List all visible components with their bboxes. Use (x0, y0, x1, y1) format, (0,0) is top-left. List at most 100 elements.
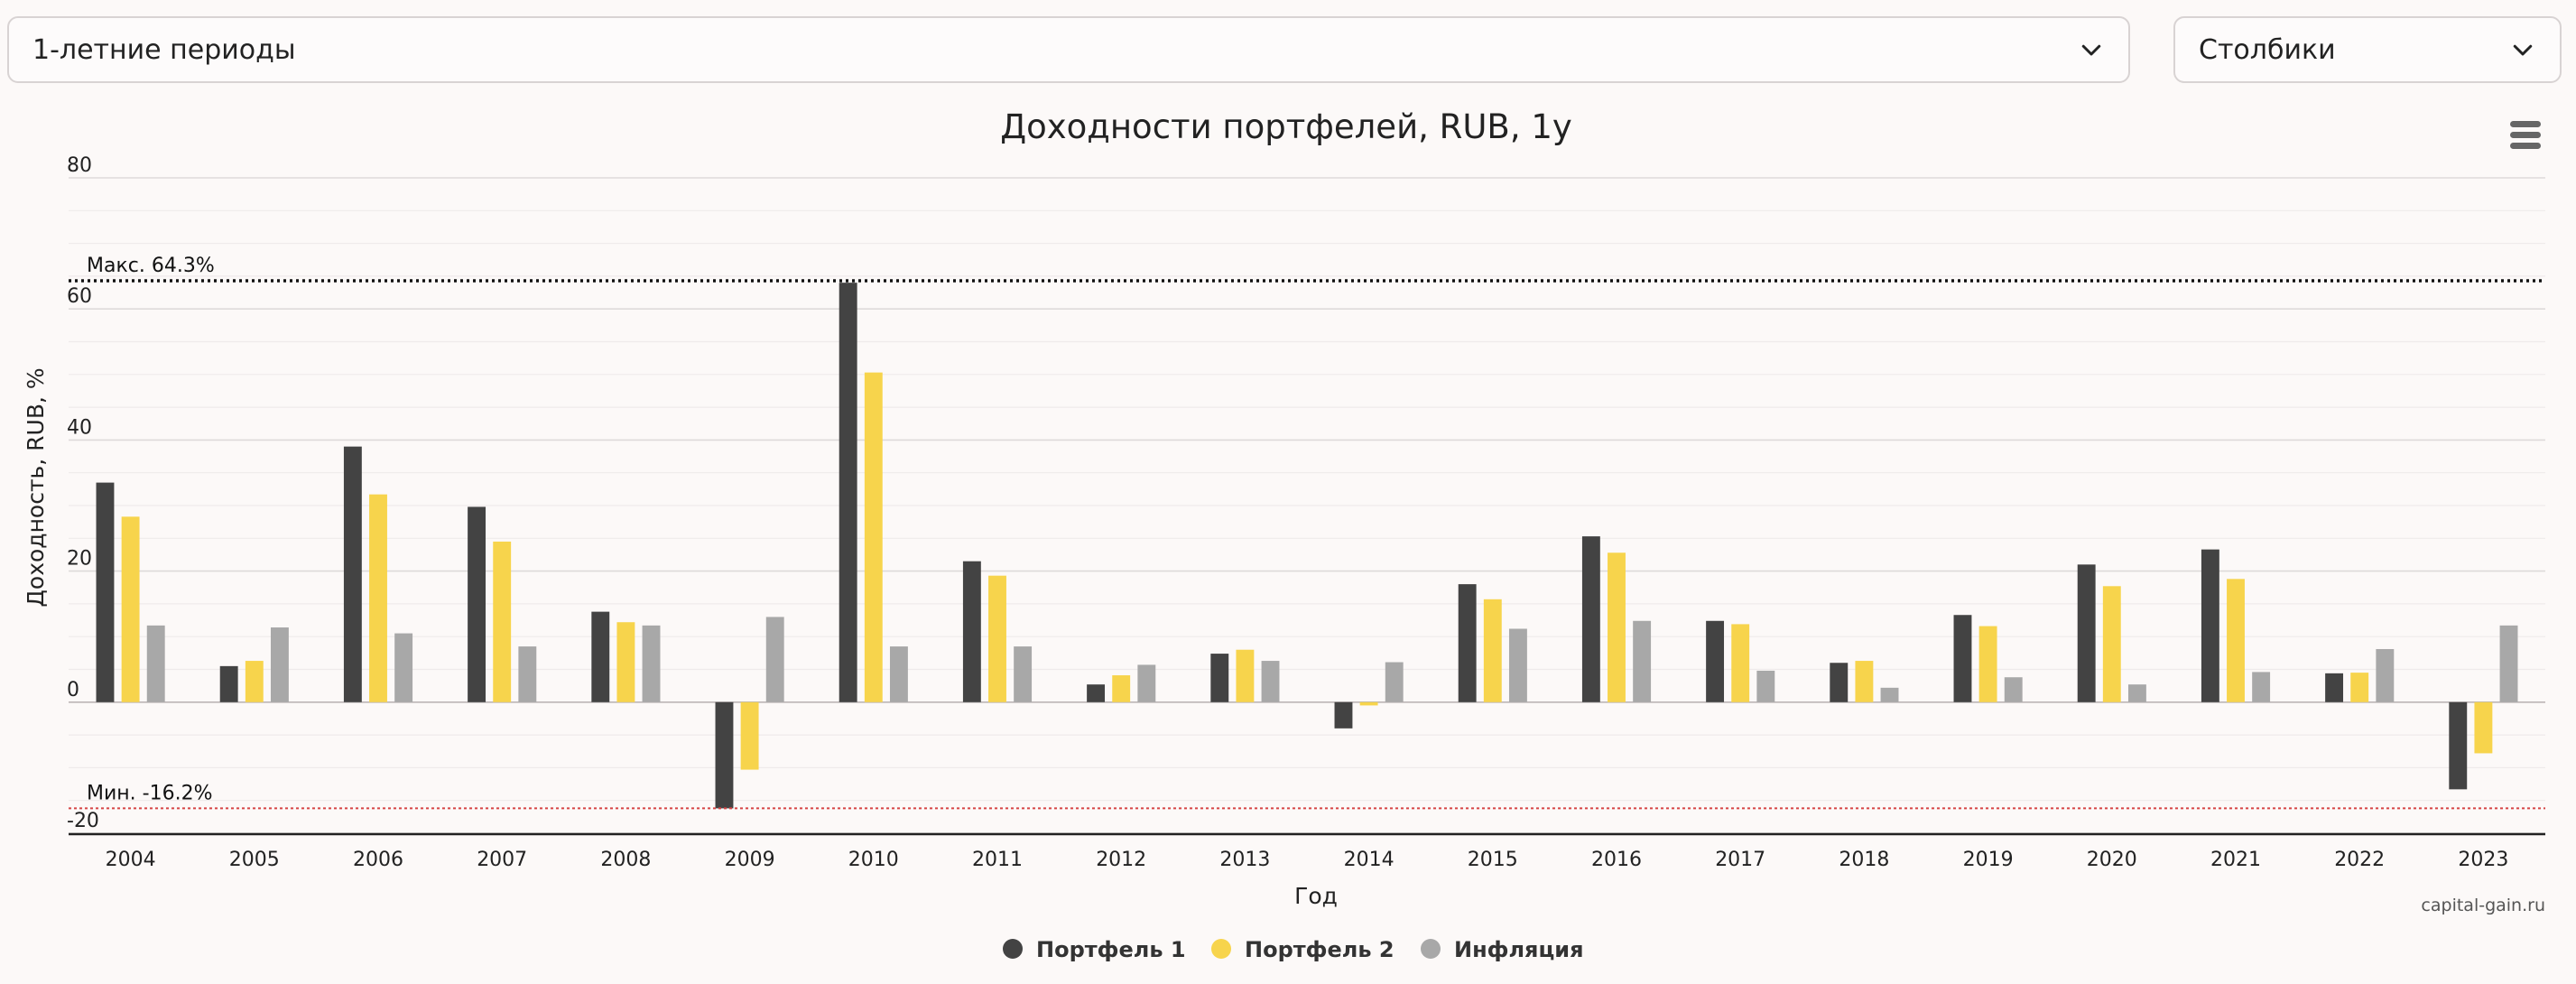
legend-label: Инфляция (1454, 937, 1583, 962)
hamburger-icon (2510, 121, 2541, 149)
legend-label: Портфель 2 (1245, 937, 1395, 962)
bar[interactable] (2449, 701, 2468, 790)
bar[interactable] (2376, 648, 2395, 702)
bar[interactable] (2077, 564, 2096, 702)
bar[interactable] (121, 516, 140, 702)
y-axis: -20 0 20 40 60 80 (67, 154, 99, 832)
bar[interactable] (1210, 654, 1229, 702)
bar[interactable] (1334, 701, 1353, 729)
bar[interactable] (1385, 662, 1404, 702)
bar[interactable] (839, 283, 857, 702)
y-axis-title: Доходность, RUB, % (23, 367, 49, 607)
bar[interactable] (1359, 701, 1378, 706)
x-tick-label: 2007 (477, 849, 527, 871)
bar[interactable] (1706, 620, 1725, 702)
bar[interactable] (146, 625, 165, 702)
x-tick-label: 2021 (2210, 849, 2261, 871)
bar[interactable] (988, 575, 1006, 702)
bar[interactable] (468, 506, 486, 702)
y-tick-label: -20 (67, 810, 99, 832)
legend-marker (1003, 939, 1023, 959)
bar[interactable] (1731, 624, 1750, 702)
bar[interactable] (2004, 677, 2023, 702)
legend-item[interactable]: Портфель 1 (1003, 937, 1186, 962)
period-select-value: 1-летние периоды (32, 33, 296, 66)
bar[interactable] (1581, 536, 1600, 702)
x-tick-label: 2022 (2334, 849, 2385, 871)
x-tick-label: 2016 (1591, 849, 1642, 871)
bar[interactable] (962, 561, 981, 702)
bar[interactable] (1830, 663, 1849, 702)
bar[interactable] (2474, 701, 2493, 754)
x-axis: 2004 2005 2006 2007 2008 2009 2010 2011 2012 2013… (69, 832, 2545, 871)
legend-marker (1211, 939, 1231, 959)
bar[interactable] (642, 625, 661, 702)
y-tick-label: 80 (67, 154, 92, 177)
bar[interactable] (1978, 626, 1997, 702)
plot-line-label: Мин. -16.2% (87, 782, 212, 804)
bar[interactable] (1880, 687, 1899, 702)
bar[interactable] (219, 665, 238, 702)
bar[interactable] (2102, 586, 2121, 702)
bar[interactable] (591, 611, 610, 702)
legend-label: Портфель 1 (1036, 937, 1186, 962)
chart-type-select[interactable]: Столбики (2173, 16, 2562, 83)
bar[interactable] (2252, 672, 2271, 702)
plot-line-label: Макс. 64.3% (87, 255, 215, 277)
bar[interactable] (2499, 625, 2518, 702)
x-tick-label: 2005 (229, 849, 280, 871)
bar[interactable] (2201, 549, 2219, 702)
bar[interactable] (343, 446, 362, 702)
bar[interactable] (96, 482, 115, 702)
y-tick-label: 40 (67, 416, 92, 439)
bar[interactable] (2350, 673, 2369, 702)
bar[interactable] (1756, 670, 1775, 702)
x-tick-label: 2020 (2087, 849, 2137, 871)
bar[interactable] (2127, 684, 2146, 702)
bar[interactable] (493, 541, 512, 702)
bar[interactable] (270, 627, 289, 702)
bar[interactable] (889, 646, 908, 702)
legend-item[interactable]: Инфляция (1421, 937, 1583, 962)
bar[interactable] (1953, 615, 1972, 702)
bar[interactable] (864, 372, 883, 702)
bar[interactable] (1458, 584, 1477, 702)
chart-title: Доходности портфелей, RUB, 1y (1000, 107, 1572, 146)
chart-credit[interactable]: capital-gain.ru (2421, 896, 2545, 915)
bar[interactable] (1087, 684, 1106, 702)
bar[interactable] (518, 646, 537, 702)
bar[interactable] (1137, 664, 1156, 702)
legend-marker (1421, 939, 1441, 959)
bar[interactable] (1608, 552, 1626, 702)
bar[interactable] (2227, 579, 2245, 702)
x-tick-label: 2017 (1715, 849, 1765, 871)
grid-lines (69, 177, 2545, 834)
bar[interactable] (245, 661, 264, 702)
bar[interactable] (1112, 675, 1131, 702)
bar[interactable] (1483, 599, 1502, 702)
bar[interactable] (2325, 673, 2344, 702)
bar[interactable] (1236, 649, 1255, 702)
bar[interactable] (616, 622, 635, 702)
bar[interactable] (715, 701, 734, 809)
x-tick-label: 2011 (972, 849, 1023, 871)
x-tick-label: 2012 (1096, 849, 1146, 871)
bar[interactable] (1508, 628, 1527, 702)
bar[interactable] (765, 617, 784, 702)
legend-item[interactable]: Портфель 2 (1211, 937, 1395, 962)
bar[interactable] (1855, 661, 1874, 702)
bar[interactable] (1261, 661, 1280, 702)
chevron-down-icon (2513, 44, 2533, 56)
bar[interactable] (1014, 646, 1033, 702)
bar[interactable] (740, 701, 759, 770)
bar[interactable] (369, 494, 387, 702)
bar[interactable] (394, 633, 413, 702)
chart-menu-button[interactable] (2505, 117, 2546, 153)
chevron-down-icon (2081, 44, 2101, 56)
period-select[interactable]: 1-летние периоды (7, 16, 2130, 83)
returns-chart: Доходности портфелей, RUB, 1y -20 0 20 40 60… (0, 90, 2576, 984)
legend: Портфель 1 Портфель 2 Инфляция (1003, 937, 1583, 962)
bar[interactable] (1633, 620, 1652, 702)
x-tick-label: 2006 (353, 849, 403, 871)
y-tick-label: 60 (67, 285, 92, 308)
